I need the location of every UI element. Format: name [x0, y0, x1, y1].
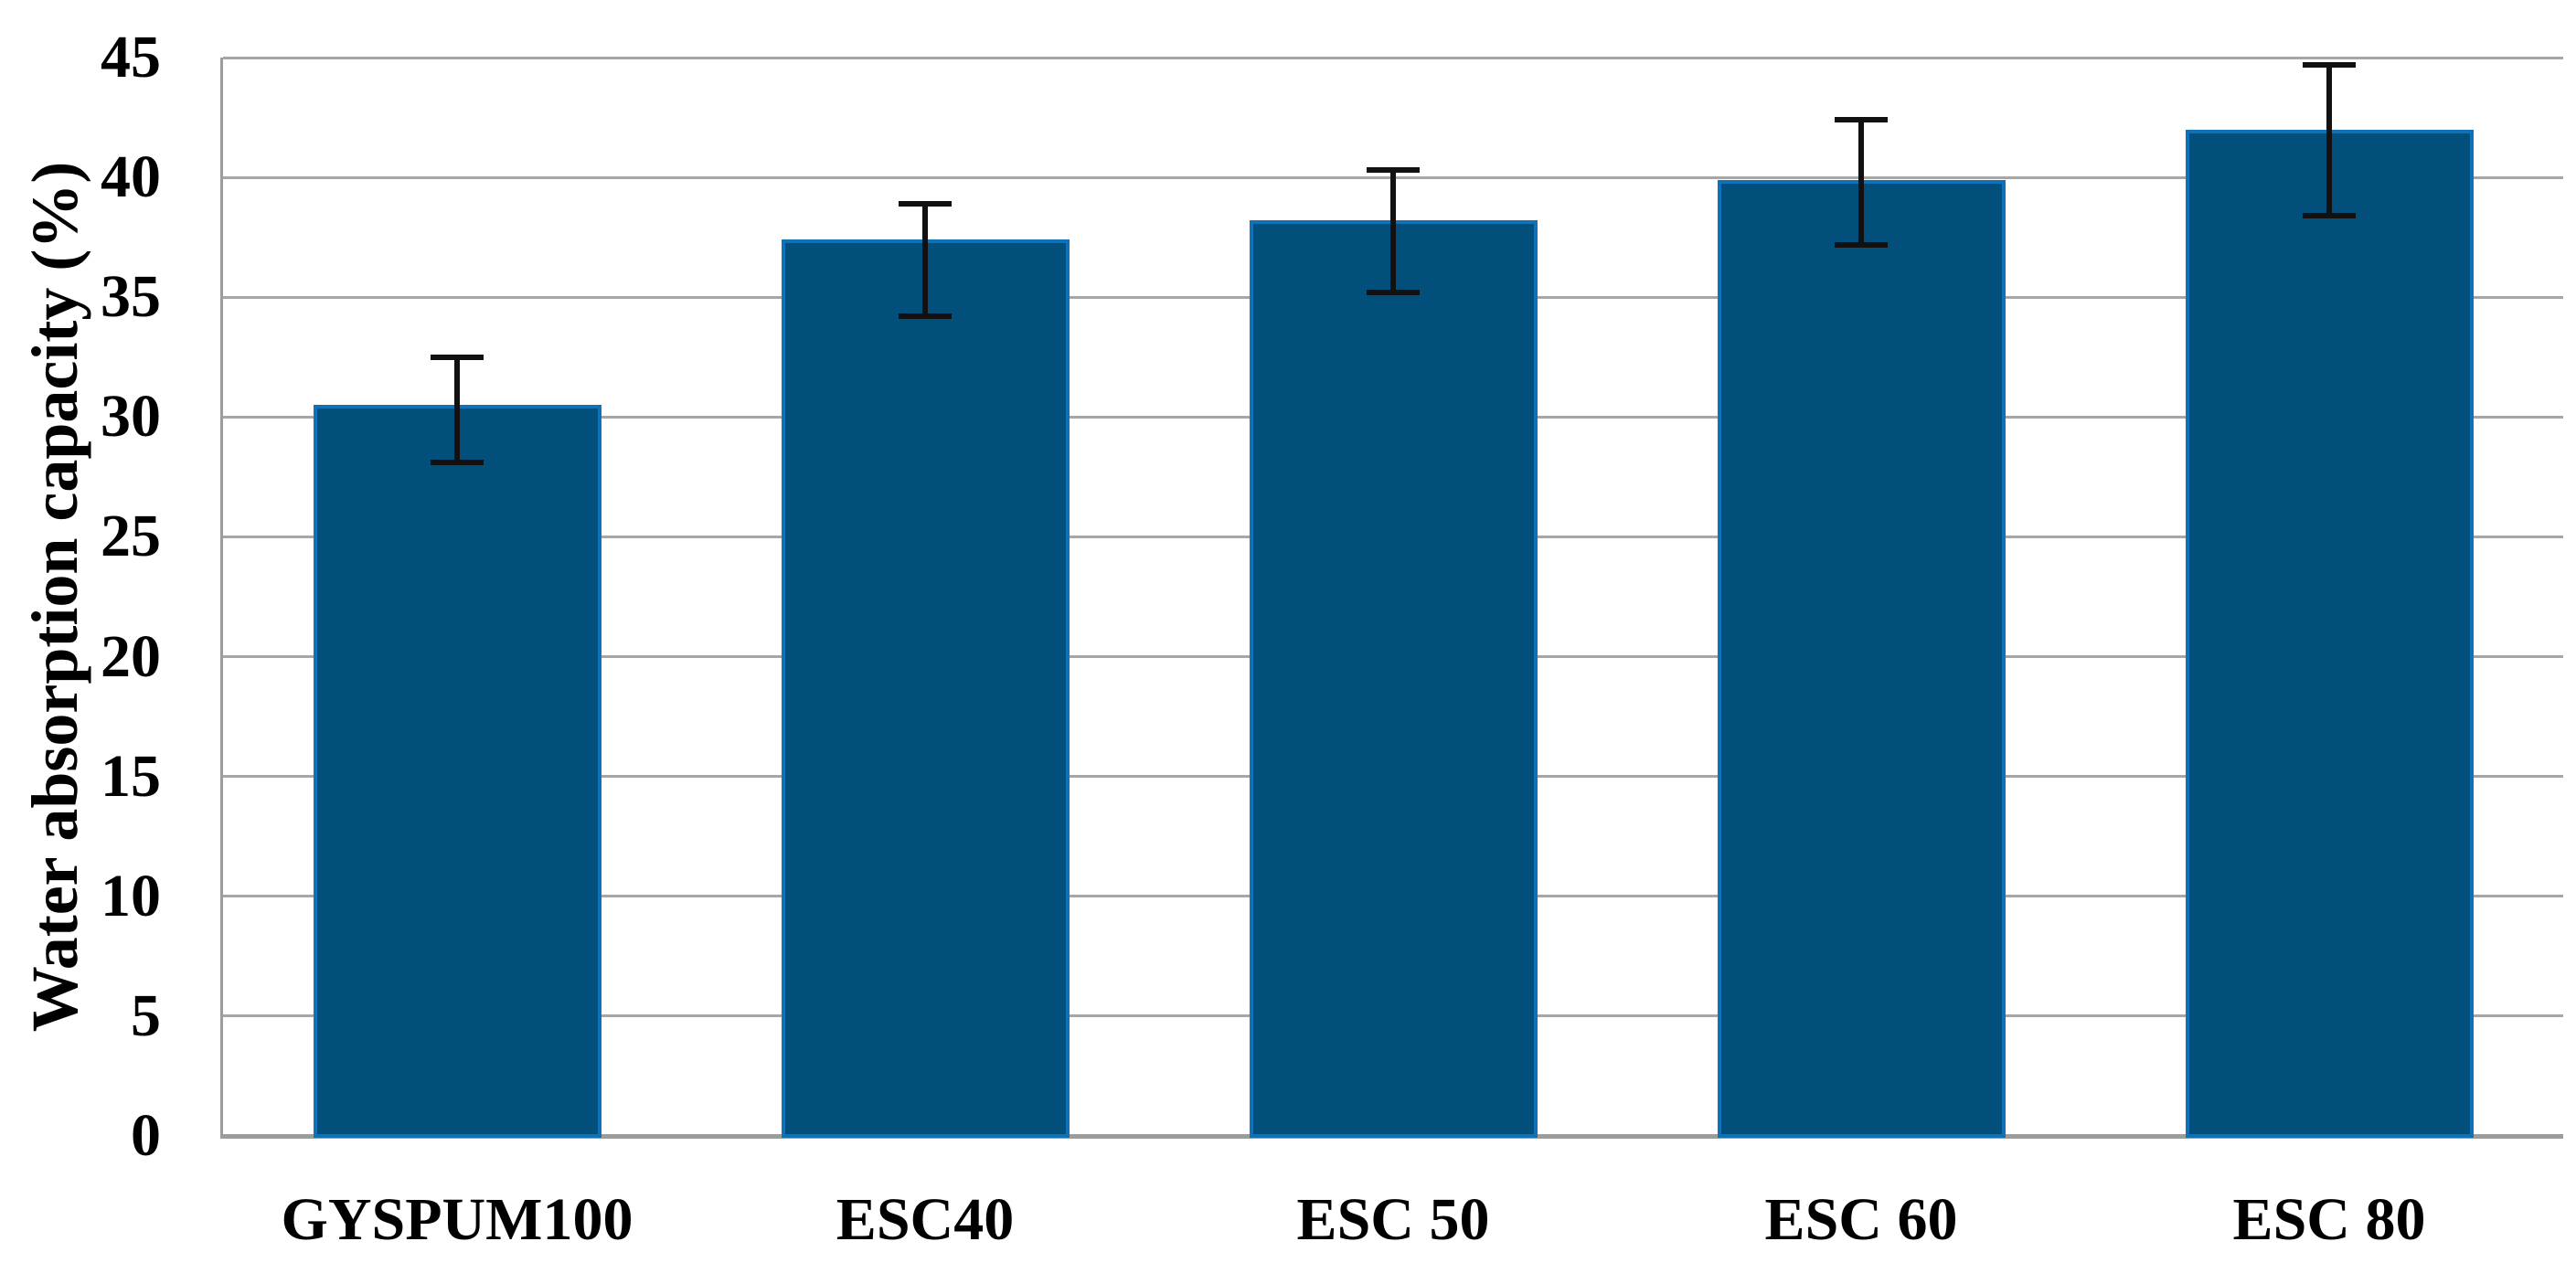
error-bar-top-cap: [2303, 61, 2356, 68]
y-axis-tick-label: 25: [101, 503, 161, 570]
y-axis-tick-label: 10: [101, 862, 161, 929]
y-axis-tick-label: 20: [101, 622, 161, 690]
x-axis-category-label: ESC 50: [1296, 1186, 1490, 1253]
error-bar-line: [454, 356, 460, 463]
bar-esc-50: [1249, 220, 1538, 1138]
error-bar-top-cap: [431, 354, 484, 360]
error-bar-bottom-cap: [2303, 213, 2356, 219]
y-axis-tick-label: 40: [101, 143, 161, 211]
x-axis-category-label: ESC40: [836, 1186, 1015, 1253]
y-axis-tick-label: 15: [101, 742, 161, 810]
error-bar-top-cap: [1367, 167, 1420, 174]
bar-esc-80: [2185, 129, 2474, 1138]
error-bar-line: [2326, 64, 2332, 217]
error-bar-line: [1858, 120, 1864, 245]
error-bar-line: [1390, 170, 1396, 292]
error-bar-bottom-cap: [1835, 241, 1888, 248]
y-axis-line: [220, 58, 223, 1136]
error-bar-bottom-cap: [899, 313, 952, 320]
y-axis-tick-label: 30: [101, 383, 161, 451]
y-axis-tick-label: 45: [101, 24, 161, 90]
x-axis-category-label: GYSPUM100: [281, 1186, 633, 1253]
gridline-y-45: [223, 56, 2563, 59]
y-axis-tick-label: 35: [101, 263, 161, 331]
error-bar-line: [922, 203, 928, 317]
x-axis-category-label: ESC 60: [1764, 1186, 1958, 1253]
y-axis-tick-label: 0: [131, 1102, 161, 1169]
error-bar-top-cap: [1835, 117, 1888, 123]
bar-esc-60: [1717, 179, 2006, 1138]
error-bar-bottom-cap: [1367, 289, 1420, 295]
bar-gyspum100: [313, 405, 601, 1138]
bar-esc40: [781, 239, 1070, 1138]
error-bar-bottom-cap: [431, 460, 484, 466]
y-axis-tick-label: 5: [131, 982, 161, 1049]
error-bar-top-cap: [899, 200, 952, 207]
x-axis-category-label: ESC 80: [2232, 1186, 2426, 1253]
